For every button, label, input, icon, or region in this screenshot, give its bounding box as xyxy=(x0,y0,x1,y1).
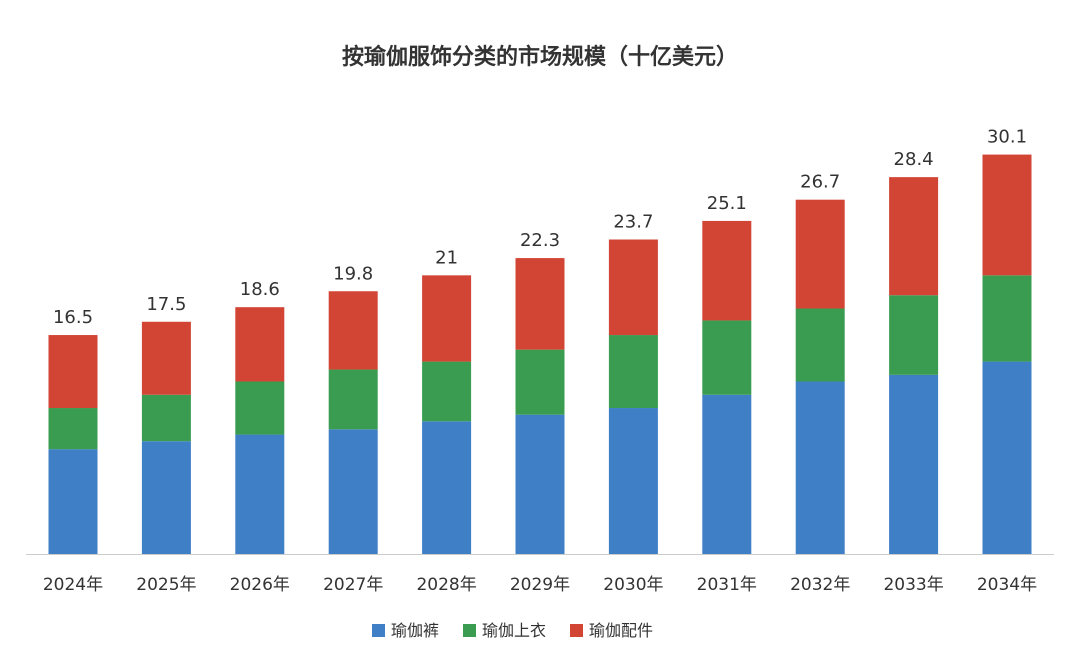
x-tick-label: 2030年 xyxy=(603,575,663,595)
legend-item: 瑜伽配件 xyxy=(570,621,653,640)
x-tick-label: 2033年 xyxy=(883,575,943,595)
total-label: 17.5 xyxy=(146,294,186,315)
bar-segment-2 xyxy=(422,361,472,422)
bar-segment-2 xyxy=(608,335,658,409)
x-tick-label: 2032年 xyxy=(790,575,850,595)
legend-label: 瑜伽配件 xyxy=(589,621,653,640)
total-label: 18.6 xyxy=(240,279,280,300)
legend-swatch xyxy=(570,624,583,637)
bar-segment-1 xyxy=(328,429,378,554)
x-tick-label: 2024年 xyxy=(43,575,103,595)
bar-segment-2 xyxy=(48,408,98,450)
bar-segment-3 xyxy=(235,307,285,382)
bar-segment-2 xyxy=(141,394,191,442)
bar-segment-2 xyxy=(982,275,1032,362)
chart-title: 按瑜伽服饰分类的市场规模（十亿美元） xyxy=(342,44,738,70)
legend-label: 瑜伽上衣 xyxy=(482,621,546,640)
bar-segment-3 xyxy=(889,177,939,296)
total-label: 19.8 xyxy=(333,263,373,284)
total-label: 23.7 xyxy=(613,212,653,233)
bar-segment-3 xyxy=(702,220,752,321)
legend-label: 瑜伽裤 xyxy=(391,621,439,640)
bar-segment-2 xyxy=(515,349,565,415)
bar-segment-3 xyxy=(515,258,565,350)
bar-segment-3 xyxy=(982,154,1032,276)
bar-segment-1 xyxy=(422,421,472,554)
bar-segment-1 xyxy=(608,408,658,554)
bar-segment-3 xyxy=(48,335,98,409)
bar-segment-3 xyxy=(422,275,472,362)
x-tick-label: 2026年 xyxy=(230,575,290,595)
x-tick-label: 2028年 xyxy=(416,575,476,595)
bar-segment-3 xyxy=(608,239,658,336)
bar-segment-1 xyxy=(889,374,939,554)
x-tick-label: 2027年 xyxy=(323,575,383,595)
bar-segment-1 xyxy=(515,414,565,554)
bar-segment-1 xyxy=(141,441,191,554)
total-label: 28.4 xyxy=(894,149,934,170)
bar-segment-2 xyxy=(795,308,845,382)
total-label: 21 xyxy=(435,247,458,268)
x-tick-label: 2029年 xyxy=(510,575,570,595)
legend-item: 瑜伽裤 xyxy=(372,621,439,640)
legend-swatch xyxy=(463,624,476,637)
bar-segment-1 xyxy=(48,449,98,554)
bar-segment-2 xyxy=(889,295,939,375)
x-tick-label: 2031年 xyxy=(697,575,757,595)
total-label: 16.5 xyxy=(53,307,93,328)
bar-segment-2 xyxy=(328,369,378,430)
total-label: 26.7 xyxy=(800,172,840,193)
bar-segment-3 xyxy=(328,291,378,370)
total-label: 25.1 xyxy=(707,193,747,214)
x-tick-label: 2025年 xyxy=(136,575,196,595)
bar-segment-1 xyxy=(235,434,285,554)
bar-segment-1 xyxy=(795,381,845,554)
legend-item: 瑜伽上衣 xyxy=(463,621,546,640)
bar-segment-2 xyxy=(702,320,752,395)
x-tick-label: 2034年 xyxy=(977,575,1037,595)
bar-segment-1 xyxy=(982,361,1032,554)
bar-segment-3 xyxy=(141,321,191,395)
total-label: 30.1 xyxy=(987,127,1027,148)
total-label: 22.3 xyxy=(520,230,560,251)
bar-segment-2 xyxy=(235,381,285,435)
legend-swatch xyxy=(372,624,385,637)
bar-segment-3 xyxy=(795,199,845,309)
bar-segment-1 xyxy=(702,394,752,554)
